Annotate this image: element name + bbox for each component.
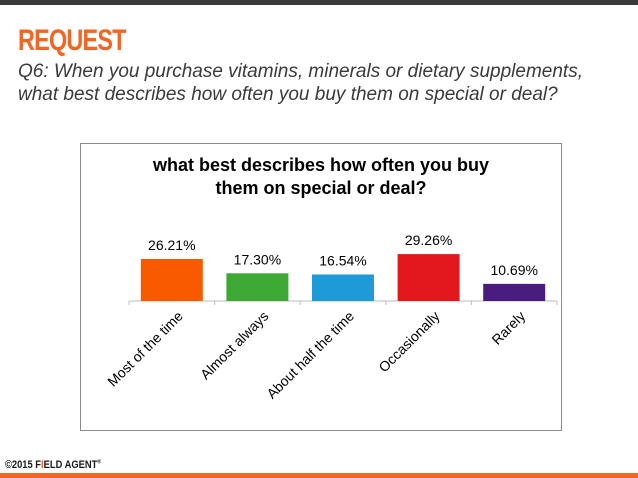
chart-container: what best describes how often you buy th… (80, 143, 562, 431)
brand-rest: ELD AGENT (43, 459, 98, 471)
copyright-text: ©2015 (5, 459, 33, 471)
chart-title: what best describes how often you buy th… (111, 154, 531, 200)
bar (397, 254, 460, 301)
data-label: 16.54% (319, 252, 366, 268)
brand-i: I (41, 459, 44, 471)
bar (226, 273, 289, 301)
bar-chart: 26.21% Most of the time 17.30% Almost alway… (104, 232, 558, 402)
trademark-mark: ® (97, 459, 102, 466)
category-label: About half the time (263, 308, 357, 402)
bar (140, 259, 203, 301)
slide-heading: REQUEST (18, 24, 126, 57)
bar (483, 283, 546, 301)
category-label: Rarely (488, 308, 528, 348)
chart-title-line-2: them on special or deal? (215, 178, 427, 198)
data-label: 29.26% (405, 232, 452, 248)
bar (312, 274, 374, 301)
data-label: 26.21% (148, 237, 195, 253)
chart-title-line-1: what best describes how often you buy (152, 155, 490, 175)
data-label: 17.30% (234, 251, 281, 267)
question-text: Q6: When you purchase vitamins, minerals… (18, 61, 583, 105)
category-label: Almost always (197, 308, 272, 383)
brand-f: F (35, 459, 42, 471)
data-label: 10.69% (490, 262, 537, 278)
category-label: Occasionally (375, 308, 442, 375)
field-agent-logo: ©2015 FIELD AGENT® (5, 459, 101, 471)
bottom-bar (0, 473, 638, 478)
category-label: Most of the time (104, 308, 186, 390)
top-bar (0, 0, 638, 5)
